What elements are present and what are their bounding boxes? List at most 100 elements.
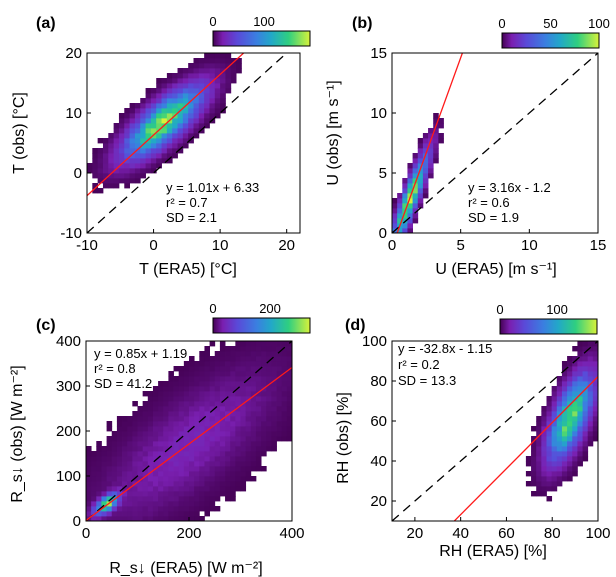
heatmap-cell <box>101 516 107 521</box>
heatmap-cell <box>189 511 195 517</box>
heatmap-cell <box>137 436 144 442</box>
heatmap-cell <box>127 421 133 427</box>
heatmap-cell <box>225 58 232 64</box>
heatmap-cell <box>572 431 578 437</box>
heatmap-cell <box>546 431 553 437</box>
heatmap-cell <box>97 153 104 159</box>
heatmap-cell <box>556 446 563 452</box>
heatmap-cell <box>183 491 190 497</box>
heatmap-cell <box>116 481 123 487</box>
heatmap-cell <box>158 496 164 502</box>
heatmap-cell <box>541 406 547 412</box>
heatmap-cell <box>250 461 257 467</box>
heatmap-cell <box>145 128 152 134</box>
heatmap-cell <box>281 366 288 372</box>
heatmap-cell <box>214 351 221 357</box>
heatmap-cell <box>250 391 257 397</box>
heatmap-cell <box>412 188 419 194</box>
heatmap-cell <box>225 486 231 492</box>
heatmap-cell <box>177 98 184 104</box>
heatmap-cell <box>134 148 141 154</box>
heatmap-cell <box>250 381 257 387</box>
heatmap-cell <box>561 361 568 367</box>
colorbar-ticks: 0 100 <box>496 302 568 317</box>
heatmap-cell <box>204 78 210 84</box>
heatmap-cell <box>137 466 144 472</box>
heatmap-cell <box>113 158 120 164</box>
heatmap-cell <box>116 486 123 492</box>
heatmap-cell <box>567 466 573 472</box>
heatmap-cell <box>214 381 221 387</box>
heatmap-cell <box>255 391 262 397</box>
heatmap-cell <box>402 183 408 189</box>
heatmap-cell <box>172 128 178 134</box>
heatmap-cell <box>150 138 157 144</box>
heatmap-cell <box>142 416 149 422</box>
heatmap-cell <box>194 401 200 407</box>
annotation-equation: y = 1.01x + 6.33 <box>166 180 259 195</box>
heatmap-cell <box>163 486 169 492</box>
heatmap-cell <box>422 188 429 194</box>
heatmap-cell <box>572 421 578 427</box>
heatmap-cell <box>122 476 128 482</box>
heatmap-cell <box>235 341 241 347</box>
heatmap-cell <box>188 133 194 139</box>
heatmap-cell <box>156 98 162 104</box>
heatmap-cell <box>178 511 185 517</box>
heatmap-cell <box>161 148 168 154</box>
heatmap-cell <box>214 356 221 362</box>
heatmap-cell <box>173 381 180 387</box>
heatmap-cell <box>219 351 226 357</box>
heatmap-cell <box>412 213 419 219</box>
heatmap-cell <box>541 411 547 417</box>
heatmap-cell <box>546 481 553 487</box>
heatmap-cell <box>422 158 429 164</box>
heatmap-cell <box>199 451 205 457</box>
heatmap-cell <box>97 148 104 154</box>
heatmap-cell <box>214 73 221 79</box>
regression-line <box>87 53 245 197</box>
heatmap-cell <box>193 133 200 139</box>
y-tick-label: 20 <box>65 45 82 62</box>
heatmap-cell <box>177 93 184 99</box>
heatmap-cell <box>147 396 154 402</box>
one-to-one-line <box>392 341 598 521</box>
heatmap-cell <box>428 128 434 134</box>
heatmap-cell <box>158 471 164 477</box>
heatmap-cell <box>572 466 578 472</box>
heatmap-cell <box>433 138 439 144</box>
heatmap-cell <box>156 113 162 119</box>
heatmap-cell <box>250 441 257 447</box>
heatmap-cell <box>214 83 221 89</box>
heatmap-cell <box>225 73 232 79</box>
heatmap-cell <box>172 83 178 89</box>
heatmap-cell <box>163 381 169 387</box>
heatmap-cell <box>147 446 154 452</box>
heatmap-cell <box>204 366 210 372</box>
heatmap-cell <box>147 451 154 457</box>
heatmap-cell <box>178 436 185 442</box>
heatmap-cell <box>189 446 195 452</box>
heatmap-cell <box>132 491 138 497</box>
heatmap-cell <box>173 396 180 402</box>
heatmap-cell <box>193 83 200 89</box>
heatmap <box>86 341 292 521</box>
regression-line <box>453 376 598 521</box>
heatmap-cell <box>189 486 195 492</box>
heatmap-cell <box>158 386 164 392</box>
heatmap-cell <box>561 366 568 372</box>
heatmap-cell <box>111 466 118 472</box>
heatmap-cell <box>172 138 178 144</box>
heatmap-cell <box>122 506 128 512</box>
heatmap-cell <box>189 456 195 462</box>
heatmap-cell <box>286 406 292 412</box>
heatmap-cell <box>182 113 189 119</box>
x-tick-label: 60 <box>498 525 515 542</box>
heatmap-cell <box>102 148 109 154</box>
heatmap-cell <box>178 471 185 477</box>
heatmap-cell <box>587 346 594 352</box>
heatmap-cell <box>134 103 141 109</box>
heatmap-cell <box>158 411 164 417</box>
heatmap-cell <box>572 411 578 417</box>
